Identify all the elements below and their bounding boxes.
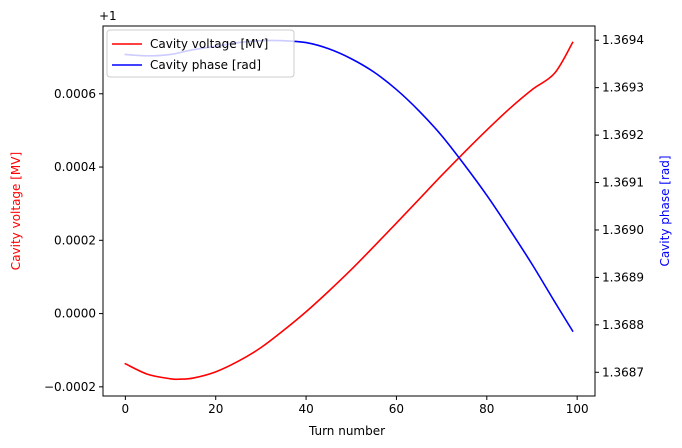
legend-label-phase: Cavity phase [rad] <box>150 58 261 72</box>
x-tick-label: 20 <box>208 402 223 416</box>
right-tick-label: 1.3689 <box>602 270 644 284</box>
x-tick-label: 40 <box>298 402 313 416</box>
x-axis-label: Turn number <box>308 424 385 438</box>
left-tick-label: 0.0006 <box>54 87 96 101</box>
left-y-axis-label: Cavity voltage [MV] <box>9 152 23 270</box>
plot-area <box>103 26 595 396</box>
right-y-axis: 1.3687 1.3688 1.3689 1.3690 1.3691 1.3692 1.36… <box>595 33 644 379</box>
x-tick-label: 60 <box>389 402 404 416</box>
legend-label-voltage: Cavity voltage [MV] <box>150 37 268 51</box>
series-line-voltage <box>124 41 574 381</box>
left-y-axis: −0.0002 0.0000 0.0002 0.0004 0.0006 <box>44 87 103 394</box>
left-tick-label: 0.0004 <box>54 160 96 174</box>
x-tick-label: 80 <box>479 402 494 416</box>
y-offset-label: +1 <box>99 9 117 23</box>
legend: Cavity voltage [MV] Cavity phase [rad] <box>106 29 295 78</box>
right-tick-label: 1.3693 <box>602 81 644 95</box>
left-tick-label: 0.0002 <box>54 233 96 247</box>
right-tick-label: 1.3690 <box>602 223 644 237</box>
right-y-axis-label: Cavity phase [rad] <box>658 155 672 266</box>
right-tick-label: 1.3691 <box>602 176 644 190</box>
left-tick-label: 0.0000 <box>54 307 96 321</box>
legend-box <box>106 29 295 78</box>
right-tick-label: 1.3687 <box>602 365 644 379</box>
left-tick-label: −0.0002 <box>44 380 96 394</box>
plot-frame <box>102 25 596 397</box>
right-tick-label: 1.3692 <box>602 128 644 142</box>
x-axis: 0 20 40 60 80 100 <box>122 396 589 416</box>
right-tick-label: 1.3688 <box>602 318 644 332</box>
x-tick-label: 100 <box>566 402 589 416</box>
right-tick-label: 1.3694 <box>602 33 644 47</box>
x-tick-label: 0 <box>122 402 130 416</box>
